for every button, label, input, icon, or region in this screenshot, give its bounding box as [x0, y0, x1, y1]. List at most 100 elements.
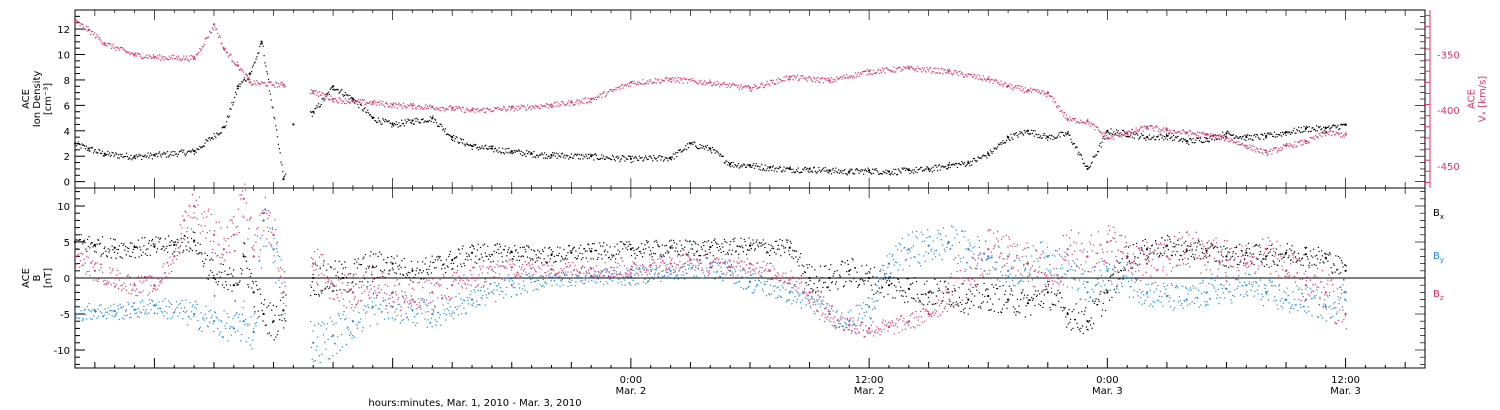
data-dot-top-1: [918, 68, 920, 70]
data-dot-top-1: [608, 91, 610, 93]
data-dot-top-1: [278, 86, 280, 88]
data-dot-Bx: [711, 241, 713, 243]
data-dot-top-1: [191, 55, 193, 57]
data-point-Bx: [173, 243, 176, 246]
data-dot-Bx: [1023, 294, 1026, 296]
data-dot-Bx: [568, 245, 571, 247]
data-dot-Bx: [1043, 302, 1045, 305]
data-dot-top-0: [975, 161, 977, 163]
data-dot-top-1: [686, 78, 688, 80]
data-dot-Bx: [1170, 241, 1172, 243]
data-dot-Bx: [1123, 269, 1125, 271]
data-dot-top-0: [585, 153, 587, 155]
data-dot-Bx: [168, 244, 170, 247]
data-dot-top-0: [435, 119, 437, 121]
data-dot-top-1: [445, 107, 447, 109]
data-dot-top-1: [1323, 133, 1326, 135]
data-dot-Bx: [369, 255, 371, 257]
data-dot-top-0: [512, 151, 514, 154]
data-dot-Bx: [1111, 296, 1113, 299]
data-dot-Bx: [879, 270, 881, 272]
data-dot-top-1: [165, 57, 167, 59]
data-dot-top-0: [452, 139, 454, 142]
data-dot-Bx: [194, 244, 197, 246]
data-dot-Bx: [325, 269, 328, 271]
data-dot-Bx: [881, 287, 883, 289]
data-dot-top-1: [1303, 141, 1305, 143]
data-dot-top-1: [532, 106, 534, 109]
data-dot-top-1: [983, 78, 985, 80]
data-dot-Bx: [900, 286, 902, 288]
data-dot-top-0: [587, 153, 590, 156]
data-dot-Bx: [900, 295, 903, 297]
data-dot-Bx: [350, 288, 352, 290]
data-dot-top-0: [717, 151, 719, 153]
data-dot-Bx: [680, 244, 683, 246]
data-dot-Bx: [95, 251, 97, 253]
data-dot-top-0: [741, 166, 743, 168]
data-dot-top-1: [706, 83, 708, 85]
data-dot-Bx: [406, 273, 408, 275]
data-dot-Bx: [249, 275, 251, 278]
data-dot-top-1: [1019, 85, 1021, 87]
data-dot-Bx: [1275, 248, 1277, 250]
data-dot-top-1: [745, 84, 747, 86]
data-dot-top-0: [1207, 141, 1210, 143]
data-dot-Bx: [694, 241, 696, 243]
data-dot-top-0: [1300, 127, 1302, 129]
data-dot-top-0: [1192, 138, 1194, 140]
data-dot-top-0: [82, 144, 84, 146]
data-dot-top-0: [360, 104, 363, 106]
data-dot-Bx: [664, 245, 666, 247]
data-dot-Bx: [999, 285, 1001, 288]
data-dot-top-0: [420, 118, 422, 121]
data-dot-Bx: [649, 254, 651, 256]
data-dot-Bx: [910, 283, 912, 285]
data-dot-Bx: [668, 251, 670, 253]
data-dot-top-0: [1097, 151, 1100, 153]
data-dot-top-1: [1155, 125, 1157, 127]
data-dot-Bx: [854, 267, 856, 269]
data-dot-top-1: [1063, 115, 1065, 117]
data-dot-top-1: [866, 74, 868, 76]
data-dot-top-1: [877, 69, 879, 71]
data-dot-Bx: [80, 234, 82, 236]
data-dot-top-1: [1250, 148, 1252, 151]
data-dot-Bx: [341, 273, 344, 275]
data-dot-Bx: [832, 275, 834, 277]
data-dot-top-0: [576, 154, 578, 157]
data-dot-top-1: [183, 59, 186, 61]
data-point-By: [1066, 269, 1069, 272]
data-dot-top-1: [197, 53, 199, 55]
data-dot-top-0: [142, 155, 144, 157]
data-dot-top-1: [925, 71, 927, 73]
data-dot-Bx: [518, 259, 521, 262]
data-dot-top-0: [183, 153, 186, 155]
data-dot-top-0: [478, 146, 481, 148]
data-dot-Bx: [739, 246, 741, 248]
data-dot-top-0: [523, 154, 525, 156]
data-dot-Bx: [119, 256, 121, 258]
data-dot-top-1: [1114, 133, 1117, 136]
data-dot-top-0: [819, 169, 821, 171]
data-dot-top-1: [91, 30, 94, 33]
data-dot-top-1: [657, 80, 659, 82]
data-dot-Bx: [582, 257, 584, 259]
data-dot-top-1: [153, 57, 155, 60]
data-dot-top-1: [742, 86, 744, 89]
data-dot-top-0: [489, 147, 491, 150]
data-dot-Bx: [896, 290, 898, 292]
data-dot-Bx: [1094, 300, 1096, 302]
data-dot-top-0: [1222, 131, 1224, 133]
data-dot-top-1: [1197, 131, 1199, 133]
data-dot-top-0: [845, 173, 848, 175]
data-dot-Bx: [381, 271, 383, 273]
data-dot-Bx: [205, 258, 207, 260]
data-point-top-1: [411, 104, 414, 107]
data-dot-top-1: [243, 76, 246, 79]
data-point-By: [1265, 291, 1268, 294]
data-dot-top-0: [354, 100, 356, 102]
data-dot-top-1: [102, 42, 104, 44]
data-dot-Bx: [198, 252, 201, 254]
data-dot-top-1: [353, 98, 355, 101]
